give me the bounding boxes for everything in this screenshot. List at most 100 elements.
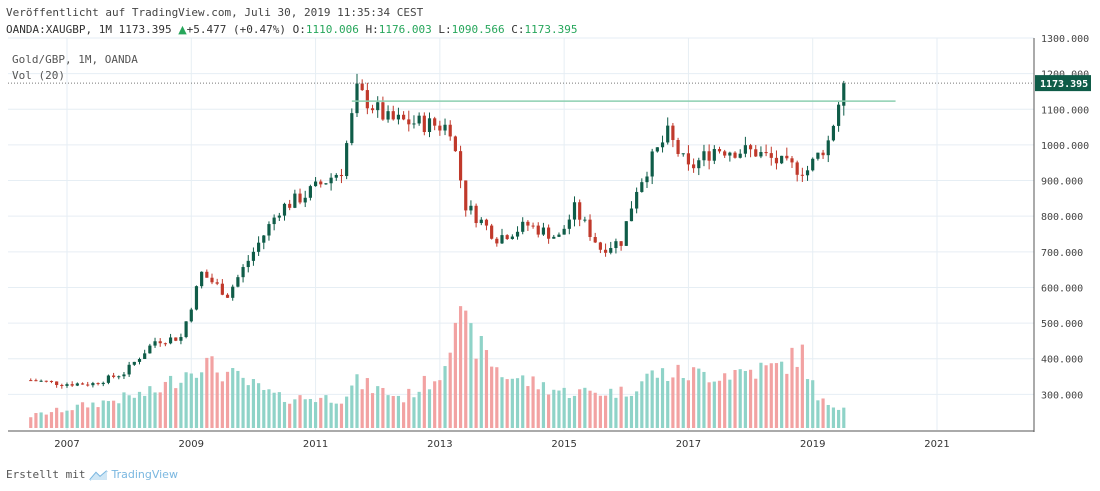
volume-bar: [44, 414, 48, 428]
candle-body: [671, 125, 675, 141]
volume-bar: [547, 394, 551, 428]
symbol-text[interactable]: OANDA:XAUGBP, 1M: [6, 23, 112, 36]
candle-body: [303, 197, 307, 203]
volume-bar: [75, 404, 79, 428]
volume-bar: [624, 396, 628, 428]
volume-bar: [91, 402, 95, 428]
candle-body: [433, 118, 437, 126]
volume-bar: [635, 391, 639, 428]
legend-volume: Vol (20): [12, 69, 65, 82]
candle-body: [495, 238, 499, 244]
volume-bar: [158, 392, 162, 428]
volume-bar: [572, 395, 577, 428]
volume-bar: [598, 395, 602, 428]
candle-body: [816, 152, 820, 159]
candle-body: [262, 235, 266, 243]
candle-body: [391, 111, 395, 120]
tradingview-brand[interactable]: TradingView: [111, 468, 178, 481]
y-tick-label: 1000.000: [1041, 141, 1089, 152]
volume-bar: [655, 377, 659, 428]
candle-body: [200, 271, 204, 287]
volume-bar: [86, 407, 90, 428]
candle-body: [241, 267, 245, 278]
volume-bar: [355, 374, 359, 428]
close-label: C:: [511, 23, 525, 36]
candle-body: [842, 83, 846, 106]
volume-bar: [697, 368, 701, 428]
candle-body: [29, 380, 33, 382]
candle-body: [194, 286, 199, 310]
candle-body: [402, 114, 406, 120]
volume-bar: [422, 375, 426, 428]
volume-bar: [614, 397, 618, 428]
volume-bar: [257, 383, 261, 428]
candle-body: [210, 277, 214, 283]
candle-body: [692, 164, 696, 169]
x-tick-label: 2011: [303, 439, 328, 450]
volume-bar: [210, 356, 214, 428]
volume-bar: [179, 382, 183, 428]
candle-body: [101, 382, 105, 385]
candle-body: [707, 151, 711, 161]
candle-body: [417, 115, 421, 124]
candle-body: [407, 119, 411, 125]
open-value: 1110.006: [305, 23, 359, 36]
candle-body: [826, 140, 830, 156]
volume-bar: [438, 380, 442, 428]
candle-body: [127, 364, 131, 375]
volume-bar: [293, 399, 297, 428]
candle-body: [360, 83, 364, 91]
volume-bar: [800, 344, 804, 428]
volume-bar: [521, 375, 525, 428]
candle-body: [536, 225, 540, 235]
footer: Erstellt mit TradingView: [6, 468, 178, 481]
candle-body: [308, 186, 312, 198]
last-price-tag-text: 1173.395: [1040, 79, 1088, 90]
candle-body: [484, 219, 489, 226]
candle-body: [490, 225, 494, 239]
candle-body: [748, 145, 753, 150]
volume-bar: [407, 388, 411, 428]
volume-bar: [712, 381, 716, 428]
candle-body: [583, 219, 587, 221]
volume-bar: [826, 404, 830, 428]
volume-bar: [842, 407, 846, 428]
candle-body: [557, 234, 561, 237]
volume-bar: [137, 391, 142, 428]
volume-bar: [552, 389, 556, 428]
candle-body: [588, 219, 592, 238]
candle-body: [453, 136, 457, 152]
candle-body: [143, 353, 147, 360]
volume-bar: [515, 378, 520, 428]
close-value: 1173.395: [524, 23, 578, 36]
candle-body: [624, 221, 628, 246]
volume-bar: [469, 323, 473, 428]
candle-body: [578, 202, 582, 220]
candle-body: [640, 182, 644, 192]
volume-bar: [526, 386, 530, 428]
volume-bar: [200, 372, 204, 428]
candle-body: [552, 236, 556, 239]
volume-bar: [386, 395, 390, 428]
candlesticks[interactable]: [29, 73, 846, 389]
candle-body: [137, 359, 142, 362]
candle-body: [34, 380, 38, 382]
volume-bar: [780, 361, 784, 428]
candle-body: [619, 241, 623, 246]
volume-bar: [80, 402, 85, 428]
candle-body: [75, 383, 79, 386]
candle-body: [743, 145, 747, 154]
y-tick-label: 700.000: [1041, 248, 1083, 259]
candle-body: [282, 203, 287, 216]
candle-body: [521, 221, 525, 232]
volume-bar: [666, 381, 670, 428]
volume-bar: [692, 367, 696, 428]
x-tick-label: 2007: [54, 439, 79, 450]
y-tick-label: 500.000: [1041, 319, 1083, 330]
volume-bar: [288, 403, 292, 428]
candle-body: [780, 155, 784, 164]
candle-body: [339, 174, 344, 177]
volume-bar: [39, 412, 43, 428]
volume-bar: [510, 378, 514, 428]
